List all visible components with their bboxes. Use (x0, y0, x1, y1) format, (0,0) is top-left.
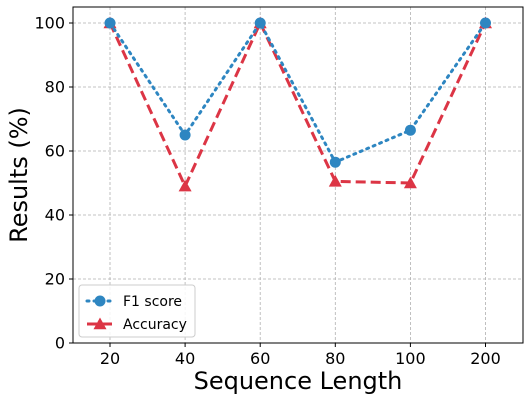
x-tick-label: 20 (100, 349, 120, 368)
x-tick-label: 100 (395, 349, 426, 368)
y-axis-title: Results (%) (5, 107, 33, 243)
x-tick-label: 80 (325, 349, 345, 368)
legend-item: Accuracy (87, 317, 187, 333)
series-accuracy (103, 16, 492, 192)
data-point (254, 17, 266, 29)
axis-ticks: 0 20 40 60 80 100 20 40 60 80 100 200 (34, 14, 500, 369)
data-point (179, 129, 191, 141)
series-line (108, 19, 487, 190)
y-tick-label: 80 (45, 78, 65, 97)
data-point (104, 17, 116, 29)
legend-label: Accuracy (123, 317, 187, 333)
plot-frame (72, 6, 524, 344)
data-point (328, 174, 342, 187)
series-layer (103, 16, 492, 192)
data-point (329, 156, 341, 168)
y-tick-label: 0 (55, 334, 65, 353)
y-tick-label: 60 (45, 142, 65, 161)
x-tick-label: 200 (470, 349, 501, 368)
data-point (403, 176, 417, 189)
data-point (480, 17, 491, 29)
data-point (178, 179, 192, 192)
x-tick-label: 40 (175, 349, 195, 368)
y-tick-label: 100 (34, 14, 65, 33)
data-point (404, 124, 416, 136)
series-line (108, 20, 487, 165)
legend-label: F1 score (123, 294, 182, 310)
legend: F1 score Accuracy (78, 284, 196, 338)
data-point (94, 295, 106, 307)
data-point (93, 317, 107, 330)
y-tick-label: 40 (45, 206, 65, 225)
legend-item: F1 score (85, 294, 182, 310)
grid-lines (73, 7, 523, 344)
series-f1-score (104, 17, 491, 168)
y-tick-label: 20 (45, 270, 65, 289)
x-axis-title: Sequence Length (194, 367, 403, 395)
x-tick-label: 60 (250, 349, 270, 368)
